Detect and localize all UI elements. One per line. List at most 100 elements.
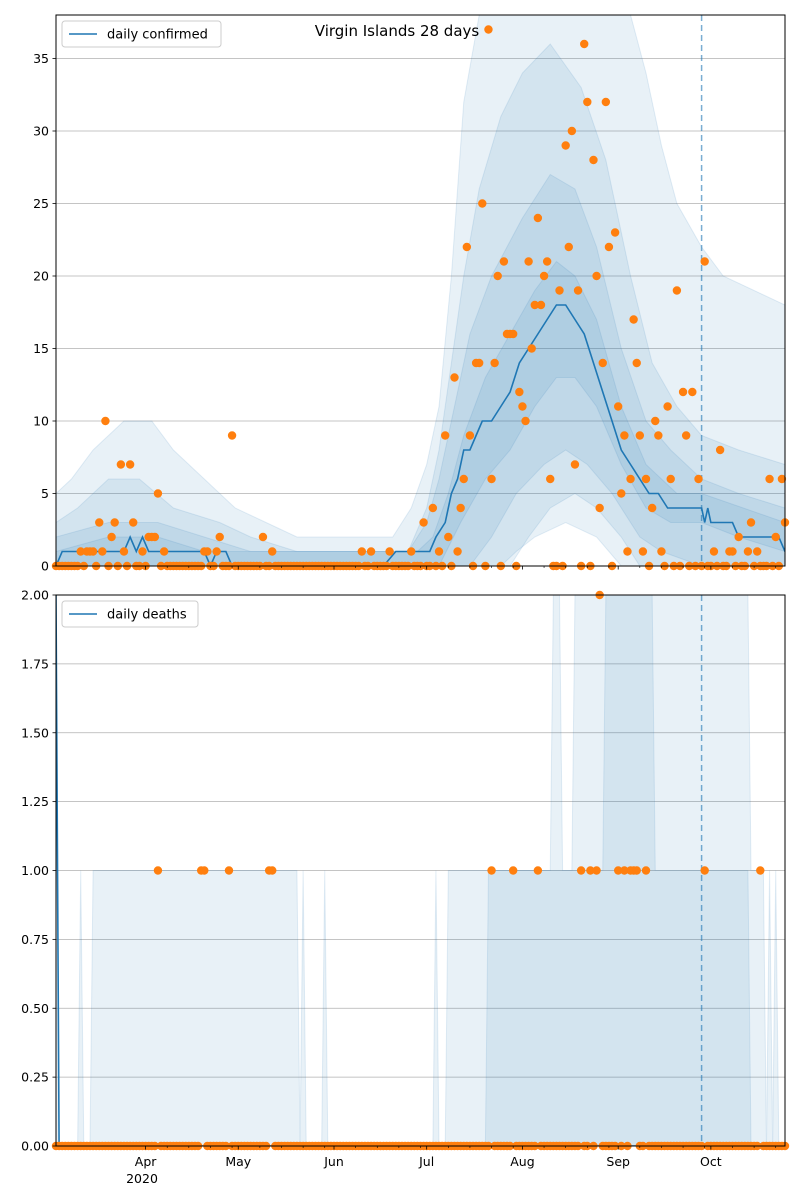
confirmed-axes-frame [55,14,786,567]
deaths-series [56,595,785,1146]
data-point [620,431,629,440]
data-point [484,25,493,34]
data-point [441,431,450,440]
deaths-legend: daily deaths [61,600,199,628]
data-point [651,416,660,426]
x-axis-year-label: 2020 [126,1171,158,1186]
data-point [493,271,502,281]
y-tick-label: 20 [33,269,49,284]
data-point [98,547,107,556]
y-tick-label: 10 [33,414,49,429]
data-point [564,242,573,252]
confirmed-y-ticks: 0 5 10 15 20 25 30 35 [33,51,56,574]
data-point [533,213,543,223]
y-tick-label: 5 [41,486,49,501]
data-point [555,286,564,295]
median-line [56,304,785,566]
x-tick-label: Oct [700,1154,722,1169]
data-point [539,271,549,281]
data-point [450,373,459,382]
y-tick-label: 15 [33,341,49,356]
data-point [654,431,663,440]
data-point [110,518,119,527]
data-point [610,228,620,237]
data-point [385,547,394,556]
deaths-x-ticks [145,1146,777,1150]
data-point [629,315,638,324]
y-tick-label: 0 [41,559,49,574]
deaths-legend-label: daily deaths [107,608,187,623]
y-tick-label: 35 [33,51,49,66]
data-point [116,460,126,469]
deaths-panel: 0.00 0.25 0.50 0.75 1.00 1.25 1.50 1.75 2.00 dai… [21,588,790,1154]
data-point [357,547,367,556]
uncertainty-band [56,15,785,566]
data-point [203,547,212,556]
data-point [663,402,672,411]
data-point [620,866,629,875]
data-point [678,387,688,397]
x-tick-label: Apr [135,1154,157,1169]
data-point [490,358,499,368]
data-point [586,866,595,875]
data-point [777,474,787,484]
data-point [728,547,737,556]
data-point [153,489,163,498]
data-point [76,547,85,556]
deaths-axes-frame [55,594,786,1147]
data-point [613,402,623,411]
data-point [672,286,682,295]
data-point [589,155,598,165]
data-point [530,300,539,310]
y-tick-label: 1.75 [21,656,49,671]
data-point [487,866,496,875]
y-tick-label: 25 [33,196,49,211]
median-line [56,595,785,1146]
data-point [524,257,533,266]
data-point [657,547,666,556]
data-point [580,39,589,49]
y-tick-label: 0.75 [21,932,49,947]
y-tick-label: 0.50 [21,1001,49,1016]
data-point [617,489,626,498]
data-point [268,866,277,875]
data-point [159,547,169,556]
data-point [258,532,268,542]
data-point [567,126,577,136]
data-point [462,242,472,252]
data-point [366,547,376,556]
data-point [453,547,462,556]
data-point [407,547,416,556]
data-point [641,474,651,484]
data-point [753,547,762,556]
data-point [681,431,691,440]
data-point [709,547,719,556]
data-point [638,547,648,556]
data-point [153,866,163,875]
x-tick-label: Jun [323,1154,344,1169]
data-point [746,518,756,527]
data-point [598,358,607,368]
data-point [570,460,580,469]
data-point [700,866,709,875]
data-point [227,431,237,440]
data-point [743,547,753,556]
data-point [224,866,234,875]
data-point [573,286,583,295]
uncertainty-band [56,595,785,1146]
data-point [95,518,104,527]
data-point [542,257,552,266]
data-point [583,97,592,107]
data-point [487,474,496,484]
data-point [635,431,645,440]
data-point [129,518,138,527]
data-point [592,866,601,875]
deaths-uncertainty-bands [56,595,785,1146]
y-tick-label: 1.25 [21,794,49,809]
y-tick-label: 1.00 [21,863,49,878]
y-tick-label: 2.00 [21,588,49,603]
data-point [592,271,601,281]
data-point [150,532,160,542]
data-point [771,532,780,542]
